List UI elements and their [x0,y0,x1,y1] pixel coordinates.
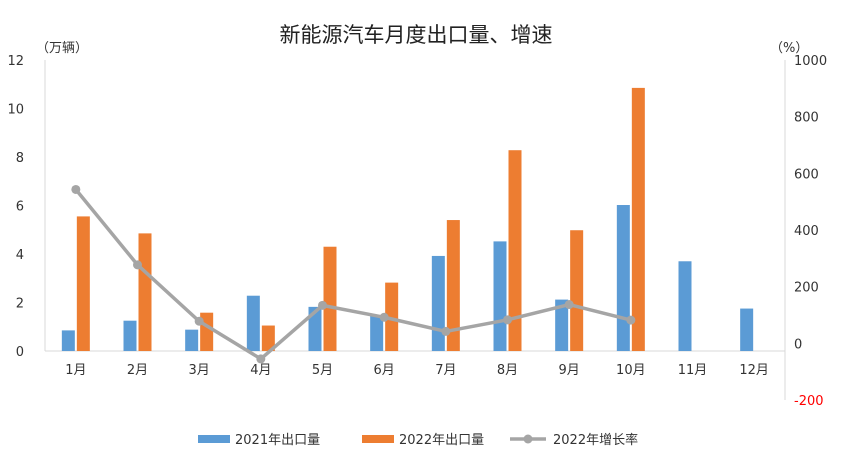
growth-point [256,354,266,364]
x-tick-label: 3月 [189,363,210,378]
left-tick-label: 4 [16,248,24,263]
bar-2021 [61,330,75,351]
right-tick-label: 600 [794,167,819,182]
bar-2021 [740,308,754,351]
growth-point [133,260,142,270]
bar-2022 [446,220,460,351]
left-tick-label: 6 [16,200,24,215]
legend: 2021年出口量 2022年出口量 2022年增长率 [198,432,638,448]
right-tick-label: 0 [794,337,802,352]
x-tick-label: 10月 [616,363,646,378]
bar-2022 [261,325,275,351]
legend-label: 2022年增长率 [553,432,638,448]
growth-point [503,315,512,325]
bar-2021 [493,241,507,351]
growth-line [74,188,632,361]
bars [61,87,754,351]
right-tick-label: 1000 [794,54,827,69]
legend-label: 2021年出口量 [235,433,320,448]
growth-point [318,300,327,310]
bar-2022 [385,282,399,351]
left-tick-label: 12 [7,54,24,69]
x-tick-label: 2月 [127,363,148,378]
bar-2022 [631,87,645,351]
bar-2021 [616,205,630,351]
bar-2022 [570,230,584,351]
bar-2021 [308,306,322,351]
x-tick-label: 4月 [250,363,271,378]
right-axis-unit-label: （%） [770,41,808,56]
legend-swatch [198,435,230,443]
axes: 0 2 4 6 8 10 12 -200 0 200 400 600 800 1000 1月 2月 3月 4月 5月… [7,54,827,409]
right-tick-label: 400 [794,224,819,239]
growth-point [379,312,389,322]
x-tick-label: 8月 [497,363,518,378]
bar-2021 [246,295,260,351]
legend-swatch-marker [523,434,533,444]
growth-point [564,300,574,310]
left-tick-label: 10 [7,103,24,118]
bar-2022 [323,246,337,351]
left-axis-unit-label: （万辆） [36,41,88,56]
growth-point [194,316,204,326]
x-tick-label: 12月 [739,363,769,378]
legend-swatch [362,435,394,443]
bar-2022 [76,216,90,351]
x-tick-label: 5月 [312,363,333,378]
growth-line-series [71,184,636,364]
x-tick-label: 1月 [65,363,86,378]
bar-2021 [431,255,445,351]
bar-2022 [508,150,522,351]
growth-point [441,326,451,336]
x-tick-label: 6月 [374,363,395,378]
x-tick-label: 9月 [559,363,580,378]
bar-2021 [185,329,199,351]
bar-2021 [678,261,692,351]
right-tick-label: -200 [794,394,824,409]
growth-point [626,315,636,325]
left-tick-label: 2 [16,297,24,312]
right-tick-label: 200 [794,281,819,296]
growth-point [71,184,81,194]
left-tick-label: 8 [16,151,24,166]
bar-2021 [370,315,384,351]
x-tick-label: 7月 [435,363,456,378]
legend-label: 2022年出口量 [399,433,484,448]
bar-2022 [138,233,152,351]
chart-title: 新能源汽车月度出口量、增速 [280,23,553,47]
left-tick-label: 0 [16,345,24,360]
right-tick-label: 800 [794,111,819,126]
bar-2021 [123,320,137,351]
bar-2021 [555,299,569,351]
x-tick-label: 11月 [678,363,708,378]
